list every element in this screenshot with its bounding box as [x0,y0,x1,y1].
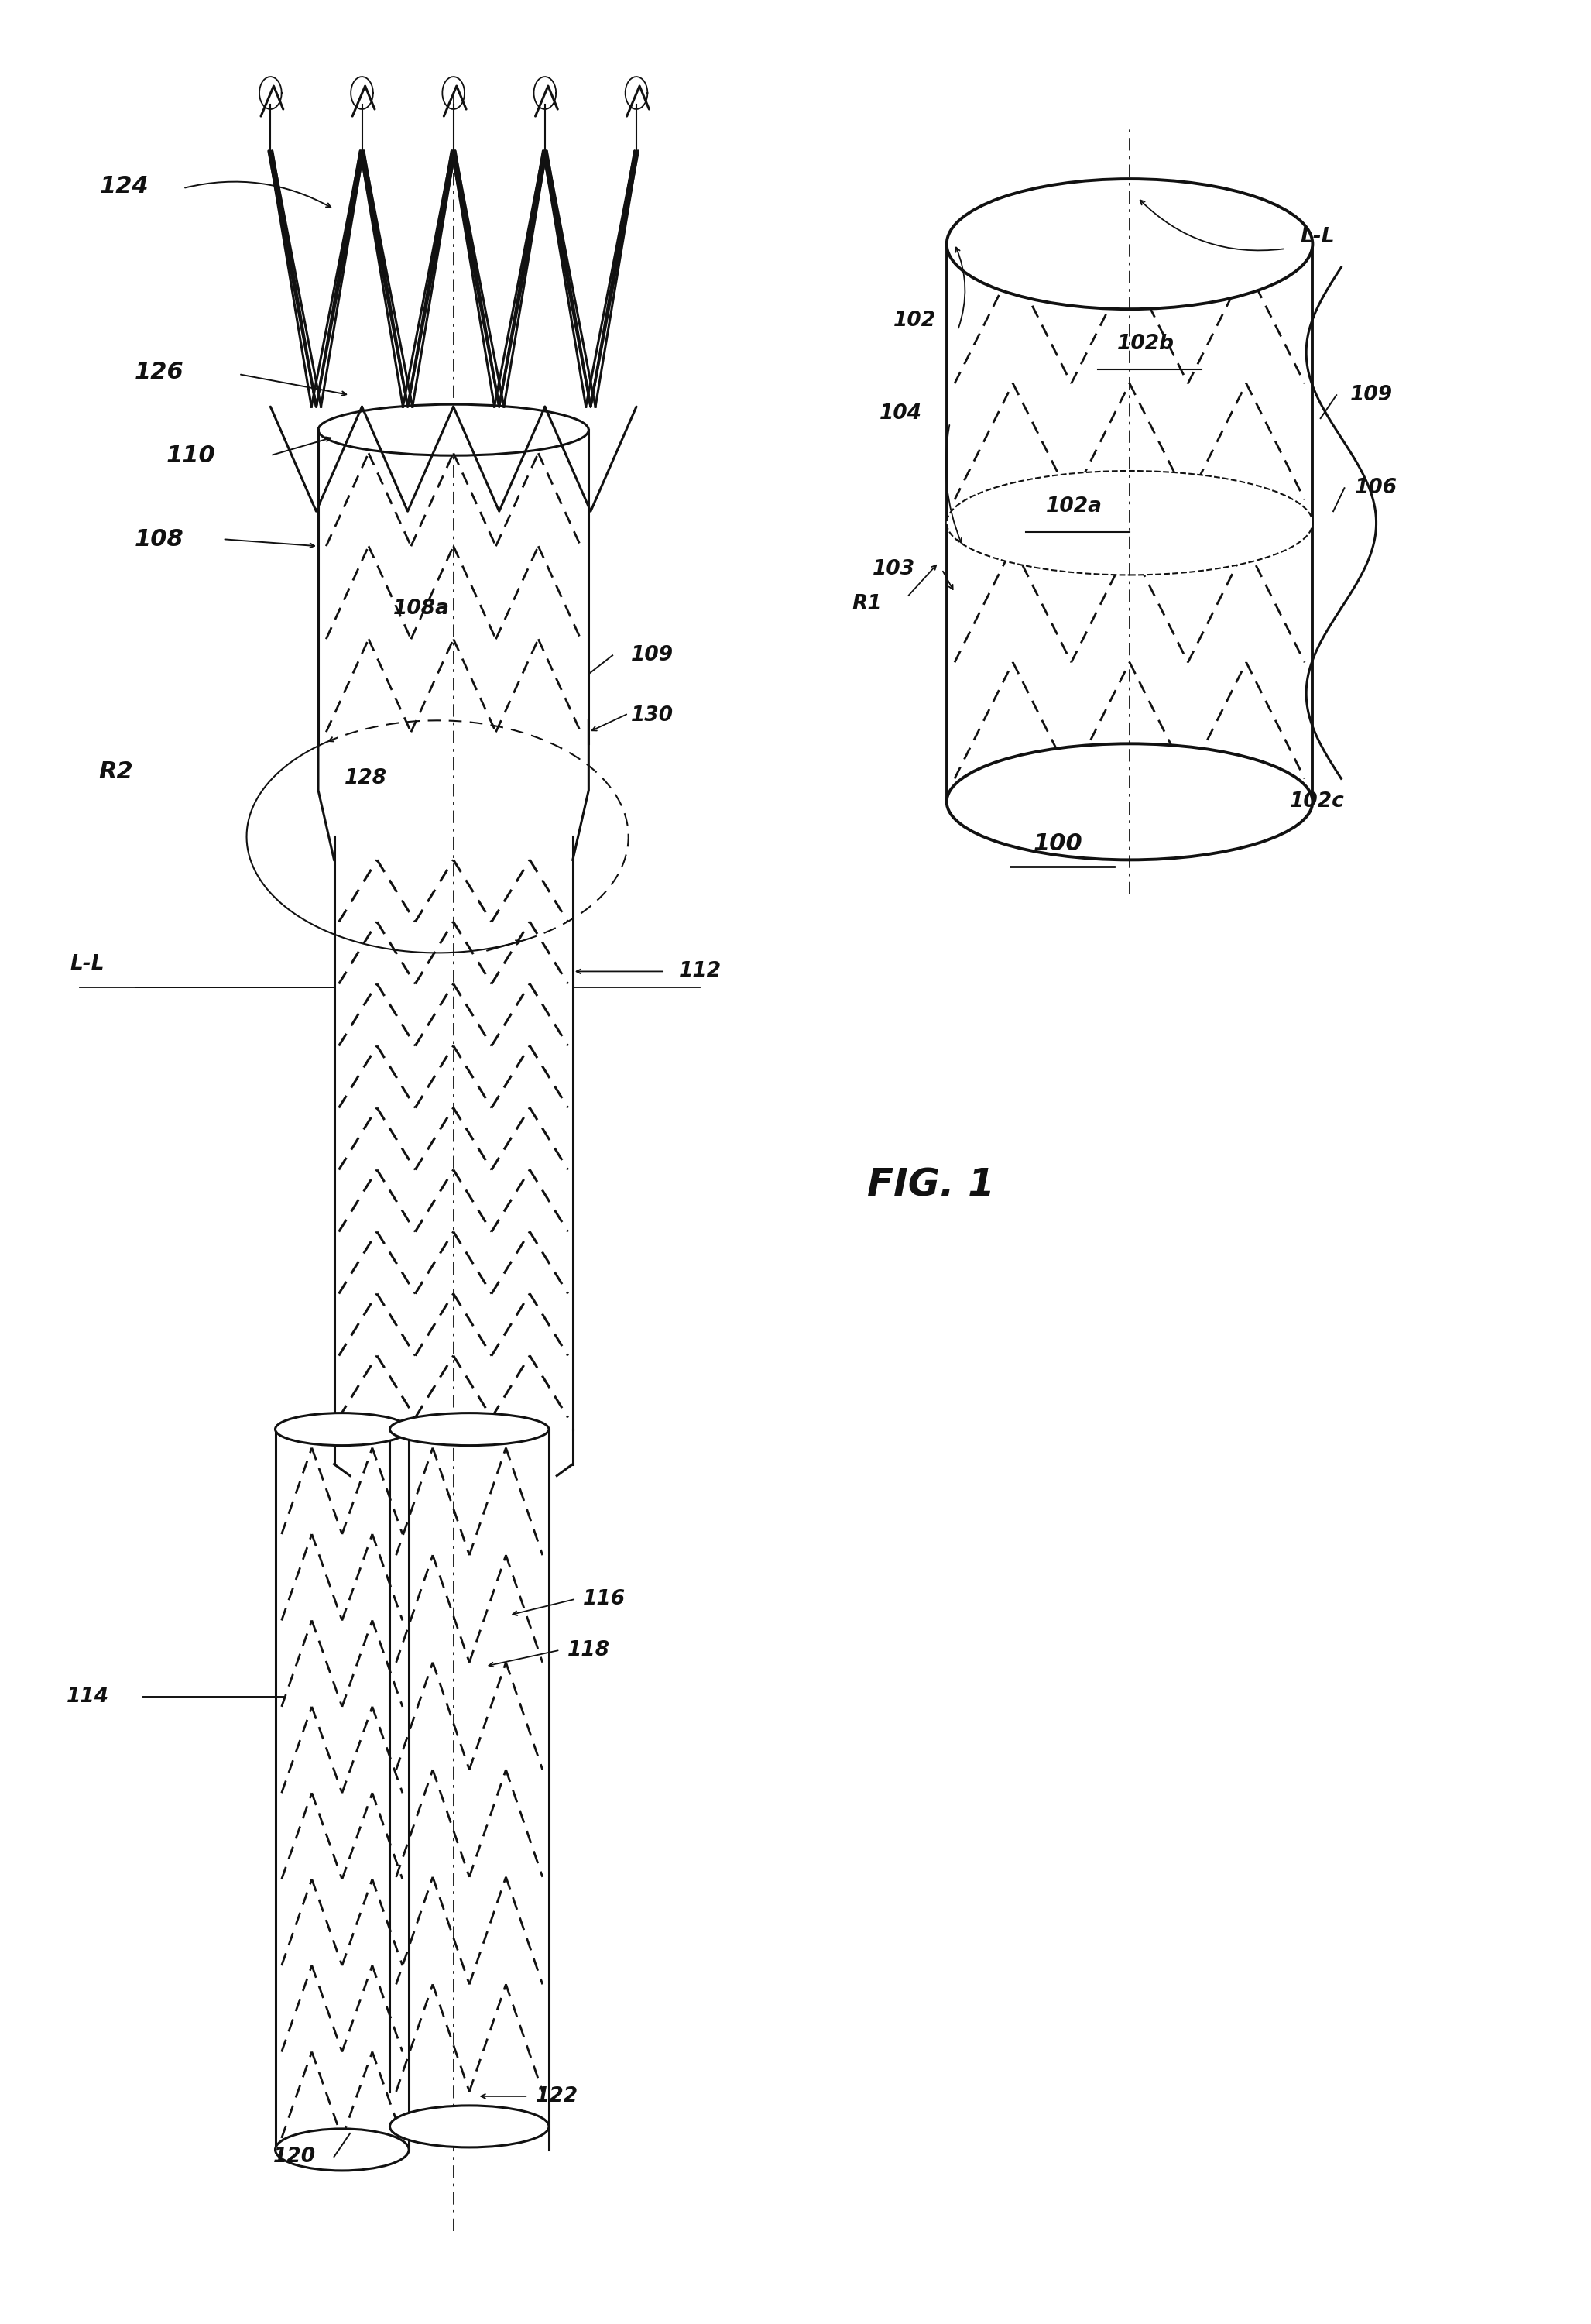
Text: 120: 120 [274,2147,315,2166]
Ellipse shape [947,744,1313,860]
Text: 104: 104 [880,404,921,423]
Text: 110: 110 [165,444,216,467]
Text: 100: 100 [1033,832,1083,855]
Text: 102a: 102a [1045,497,1103,516]
Text: 130: 130 [632,706,673,725]
Ellipse shape [275,1413,409,1446]
Text: 109: 109 [1351,386,1392,404]
Text: 102c: 102c [1290,792,1344,811]
Text: 102: 102 [894,311,936,330]
Text: FIG. 1: FIG. 1 [867,1167,994,1204]
Text: L-L: L-L [70,955,105,974]
Text: 126: 126 [134,360,185,383]
Text: 102b: 102b [1117,335,1174,353]
Text: 118: 118 [568,1641,609,1659]
Text: 106: 106 [1356,479,1397,497]
Text: R1: R1 [853,595,881,614]
Text: 103: 103 [873,560,915,579]
Text: 109: 109 [632,646,673,665]
Text: 128: 128 [345,769,387,788]
Text: 108: 108 [134,528,185,551]
Text: 108a: 108a [393,600,450,618]
Ellipse shape [390,2106,549,2147]
Text: R2: R2 [99,760,134,783]
Text: 124: 124 [99,174,150,198]
Ellipse shape [947,179,1313,309]
Text: 114: 114 [67,1687,108,1706]
Ellipse shape [275,2129,409,2171]
Text: 116: 116 [584,1590,625,1608]
Text: 122: 122 [536,2087,578,2106]
Ellipse shape [390,1413,549,1446]
Ellipse shape [318,404,589,456]
Text: 112: 112 [679,962,721,981]
Ellipse shape [947,472,1313,574]
Text: L-L: L-L [1300,228,1335,246]
